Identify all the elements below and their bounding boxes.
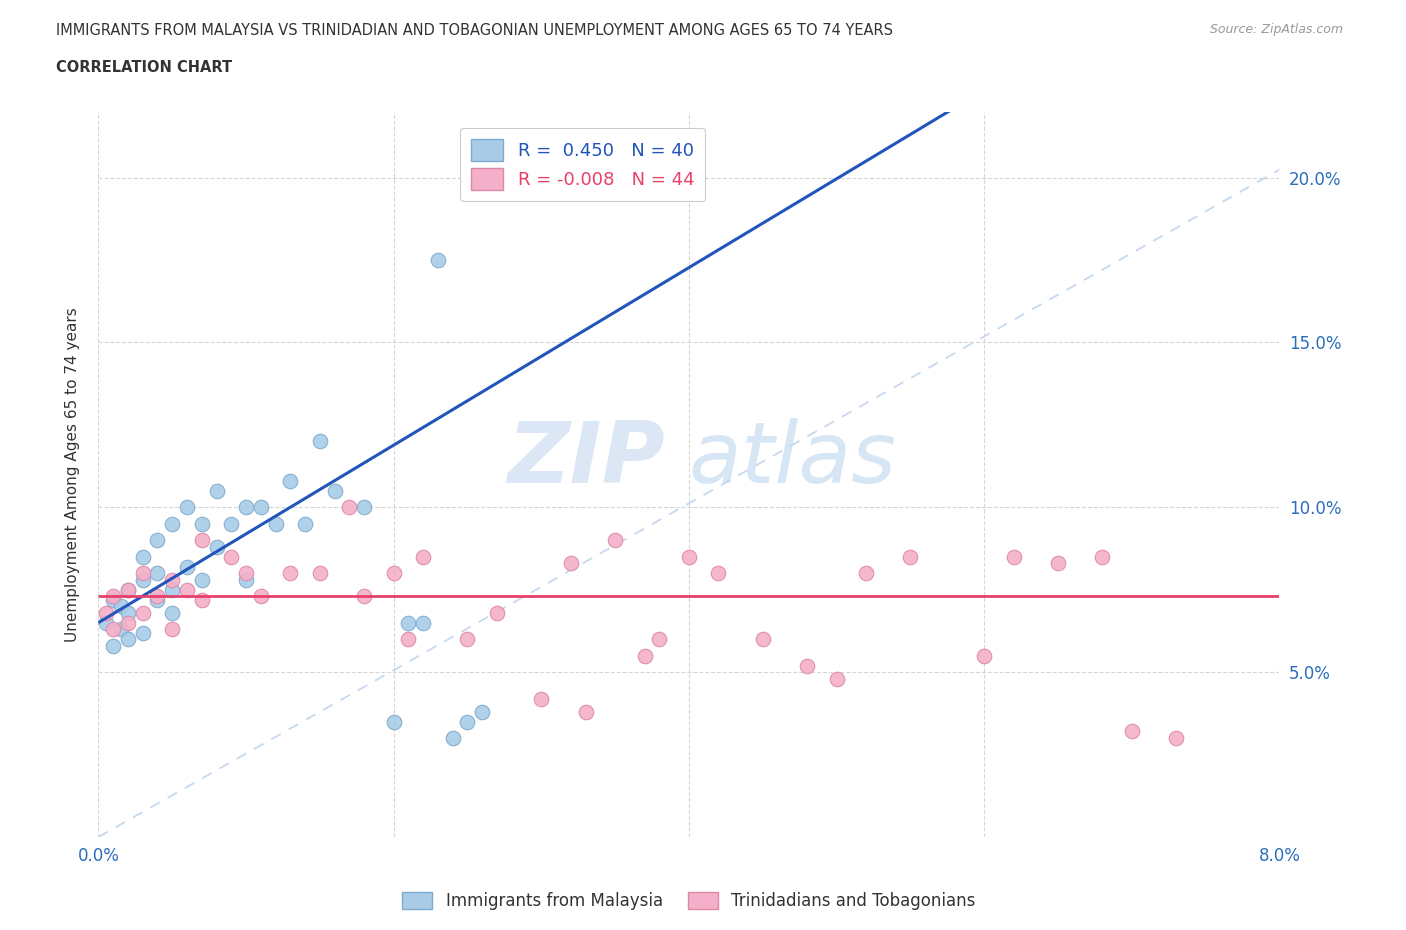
Point (796, 658, 818, 673)
Point (250, 499, 273, 514)
Point (294, 516, 316, 531)
Point (219, 516, 242, 531)
Point (308, 434, 332, 449)
Point (250, 589, 273, 604)
Point (146, 589, 169, 604)
Point (707, 565, 730, 580)
Point (103, 589, 125, 604)
Point (900, 550, 922, 565)
Point (412, 550, 434, 565)
Point (132, 625, 155, 640)
Point (456, 631, 478, 646)
Point (94, 605, 117, 620)
Point (117, 582, 139, 597)
Point (162, 582, 183, 597)
Y-axis label: Unemployment Among Ages 65 to 74 years: Unemployment Among Ages 65 to 74 years (65, 307, 80, 642)
Point (162, 516, 183, 531)
Point (441, 731, 464, 746)
Point (132, 565, 155, 580)
Point (191, 572, 214, 587)
Point (117, 582, 139, 597)
Point (278, 565, 302, 580)
Point (353, 499, 375, 514)
Point (337, 499, 360, 514)
Point (825, 671, 848, 686)
Point (132, 550, 155, 565)
Point (117, 616, 139, 631)
Point (855, 565, 877, 580)
Text: Source: ZipAtlas.com: Source: ZipAtlas.com (1209, 23, 1343, 36)
Point (176, 582, 198, 597)
Point (973, 648, 995, 663)
Point (412, 616, 434, 631)
Point (219, 550, 242, 565)
Point (191, 592, 214, 607)
Point (1002, 550, 1025, 565)
Point (146, 592, 169, 607)
Point (191, 516, 214, 531)
Point (530, 691, 553, 706)
Point (162, 572, 183, 587)
Point (471, 704, 494, 719)
Point (396, 631, 419, 646)
Point (456, 714, 478, 729)
Text: ZIP: ZIP (508, 418, 665, 501)
Point (485, 605, 508, 620)
Point (264, 516, 287, 531)
Point (103, 638, 125, 653)
Point (278, 473, 302, 488)
Text: atlas: atlas (689, 418, 897, 501)
Legend: R =  0.450   N = 40, R = -0.008   N = 44: R = 0.450 N = 40, R = -0.008 N = 44 (460, 128, 706, 201)
Point (103, 622, 125, 637)
Point (176, 559, 198, 574)
Point (176, 499, 198, 514)
Point (751, 631, 773, 646)
Point (117, 605, 139, 620)
Point (132, 605, 155, 620)
Point (1164, 731, 1187, 746)
Point (117, 631, 139, 646)
Point (191, 533, 214, 548)
Point (308, 565, 332, 580)
Point (205, 484, 228, 498)
Point (146, 533, 169, 548)
Point (132, 572, 155, 587)
Point (103, 592, 125, 607)
Point (94, 616, 117, 631)
Point (426, 253, 449, 268)
Point (1091, 550, 1114, 565)
Point (648, 631, 671, 646)
Point (633, 648, 655, 663)
Point (605, 533, 627, 548)
Point (396, 616, 419, 631)
Point (678, 550, 700, 565)
Point (110, 599, 132, 614)
Point (235, 565, 257, 580)
Point (382, 714, 405, 729)
Point (353, 589, 375, 604)
Point (205, 539, 228, 554)
Point (1121, 724, 1143, 739)
Point (162, 622, 183, 637)
Point (382, 565, 405, 580)
Text: IMMIGRANTS FROM MALAYSIA VS TRINIDADIAN AND TOBAGONIAN UNEMPLOYMENT AMONG AGES 6: IMMIGRANTS FROM MALAYSIA VS TRINIDADIAN … (56, 23, 893, 38)
Point (235, 499, 257, 514)
Point (146, 565, 169, 580)
Point (574, 704, 596, 719)
Point (560, 556, 582, 571)
Legend: Immigrants from Malaysia, Trinidadians and Tobagonians: Immigrants from Malaysia, Trinidadians a… (395, 885, 983, 917)
Point (110, 622, 132, 637)
Point (162, 605, 183, 620)
Point (235, 572, 257, 587)
Point (1046, 556, 1069, 571)
Point (323, 484, 346, 498)
Text: CORRELATION CHART: CORRELATION CHART (56, 60, 232, 75)
